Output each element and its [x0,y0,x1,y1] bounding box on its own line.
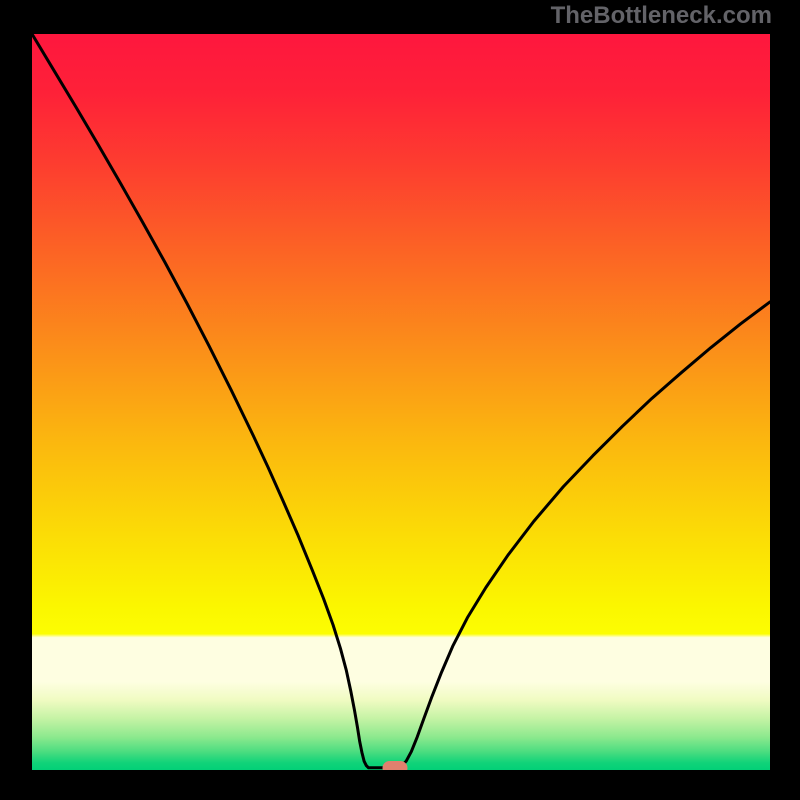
watermark-text: TheBottleneck.com [551,2,772,30]
optimum-marker [383,761,408,770]
plot-area [32,34,770,770]
bottleneck-curve [32,34,770,770]
